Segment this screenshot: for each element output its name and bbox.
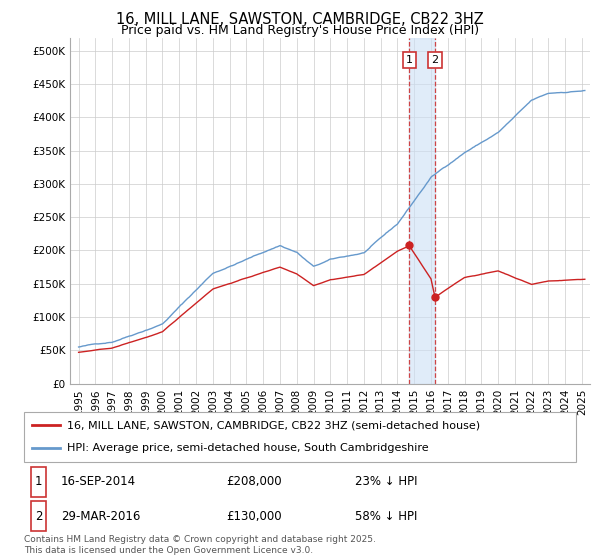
Text: £130,000: £130,000 [226, 510, 282, 522]
Text: 29-MAR-2016: 29-MAR-2016 [61, 510, 140, 522]
Text: 1: 1 [406, 55, 413, 65]
Text: £208,000: £208,000 [226, 475, 282, 488]
Text: 23% ↓ HPI: 23% ↓ HPI [355, 475, 418, 488]
Text: HPI: Average price, semi-detached house, South Cambridgeshire: HPI: Average price, semi-detached house,… [67, 444, 428, 454]
Text: 16, MILL LANE, SAWSTON, CAMBRIDGE, CB22 3HZ (semi-detached house): 16, MILL LANE, SAWSTON, CAMBRIDGE, CB22 … [67, 420, 480, 430]
Text: Contains HM Land Registry data © Crown copyright and database right 2025.
This d: Contains HM Land Registry data © Crown c… [24, 535, 376, 555]
Text: 58% ↓ HPI: 58% ↓ HPI [355, 510, 418, 522]
Text: 1: 1 [35, 475, 43, 488]
Text: 16, MILL LANE, SAWSTON, CAMBRIDGE, CB22 3HZ: 16, MILL LANE, SAWSTON, CAMBRIDGE, CB22 … [116, 12, 484, 27]
Text: 2: 2 [35, 510, 43, 522]
Bar [31, 501, 46, 531]
Text: 16-SEP-2014: 16-SEP-2014 [61, 475, 136, 488]
Bar [409, 38, 435, 384]
Bar [31, 466, 46, 497]
Text: 2: 2 [431, 55, 439, 65]
Text: Price paid vs. HM Land Registry's House Price Index (HPI): Price paid vs. HM Land Registry's House … [121, 24, 479, 36]
